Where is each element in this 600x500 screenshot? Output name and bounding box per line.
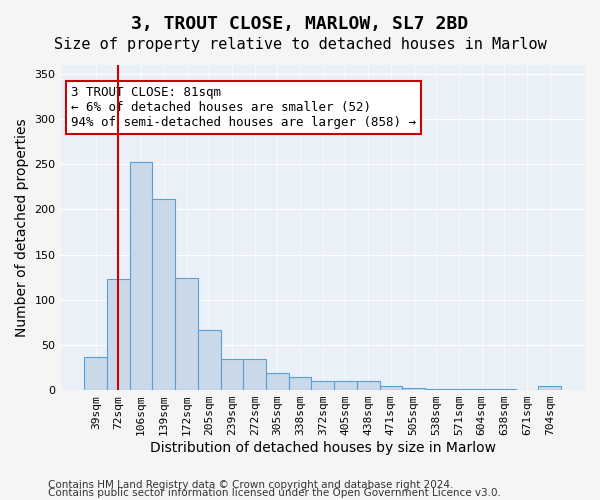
- Bar: [107, 279, 130, 390]
- Bar: [289, 378, 311, 390]
- Bar: [85, 356, 107, 390]
- Bar: [448, 389, 470, 390]
- Bar: [357, 381, 380, 390]
- Bar: [470, 389, 493, 390]
- Bar: [402, 388, 425, 390]
- Text: Size of property relative to detached houses in Marlow: Size of property relative to detached ho…: [53, 38, 547, 52]
- Bar: [311, 381, 334, 390]
- Bar: [244, 360, 266, 390]
- Bar: [380, 386, 402, 390]
- X-axis label: Distribution of detached houses by size in Marlow: Distribution of detached houses by size …: [150, 441, 496, 455]
- Y-axis label: Number of detached properties: Number of detached properties: [15, 118, 29, 337]
- Bar: [266, 373, 289, 390]
- Bar: [152, 198, 175, 390]
- Bar: [198, 330, 221, 390]
- Text: Contains HM Land Registry data © Crown copyright and database right 2024.: Contains HM Land Registry data © Crown c…: [48, 480, 454, 490]
- Bar: [175, 278, 198, 390]
- Text: 3 TROUT CLOSE: 81sqm
← 6% of detached houses are smaller (52)
94% of semi-detach: 3 TROUT CLOSE: 81sqm ← 6% of detached ho…: [71, 86, 416, 129]
- Bar: [538, 386, 561, 390]
- Bar: [493, 389, 516, 390]
- Text: 3, TROUT CLOSE, MARLOW, SL7 2BD: 3, TROUT CLOSE, MARLOW, SL7 2BD: [131, 15, 469, 33]
- Bar: [425, 389, 448, 390]
- Bar: [130, 162, 152, 390]
- Bar: [221, 360, 244, 390]
- Bar: [334, 381, 357, 390]
- Text: Contains public sector information licensed under the Open Government Licence v3: Contains public sector information licen…: [48, 488, 501, 498]
